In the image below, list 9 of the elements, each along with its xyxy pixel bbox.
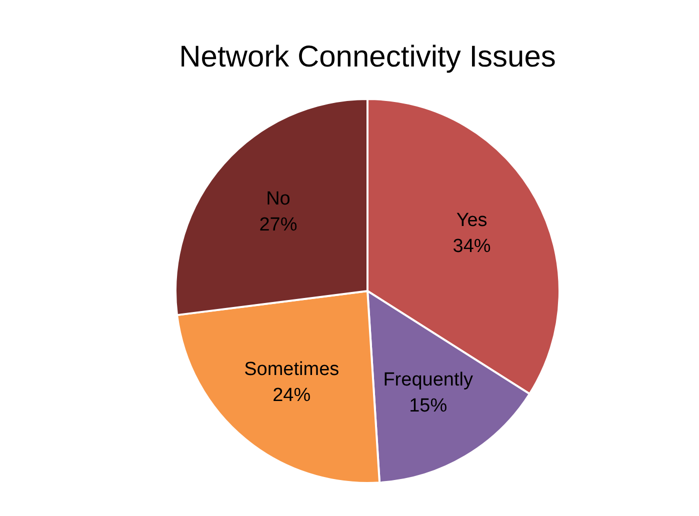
slice-label: Sometimes bbox=[244, 358, 340, 380]
data-label: 24% bbox=[272, 384, 311, 406]
data-label: 15% bbox=[409, 396, 448, 417]
slice-label: Frequently bbox=[383, 370, 474, 391]
slice-label: No bbox=[266, 188, 290, 210]
data-label: 34% bbox=[452, 236, 491, 257]
slice-label: Yes bbox=[456, 210, 488, 231]
data-label: 27% bbox=[259, 214, 298, 236]
chart-title: Network Connectivity Issues bbox=[179, 40, 556, 74]
